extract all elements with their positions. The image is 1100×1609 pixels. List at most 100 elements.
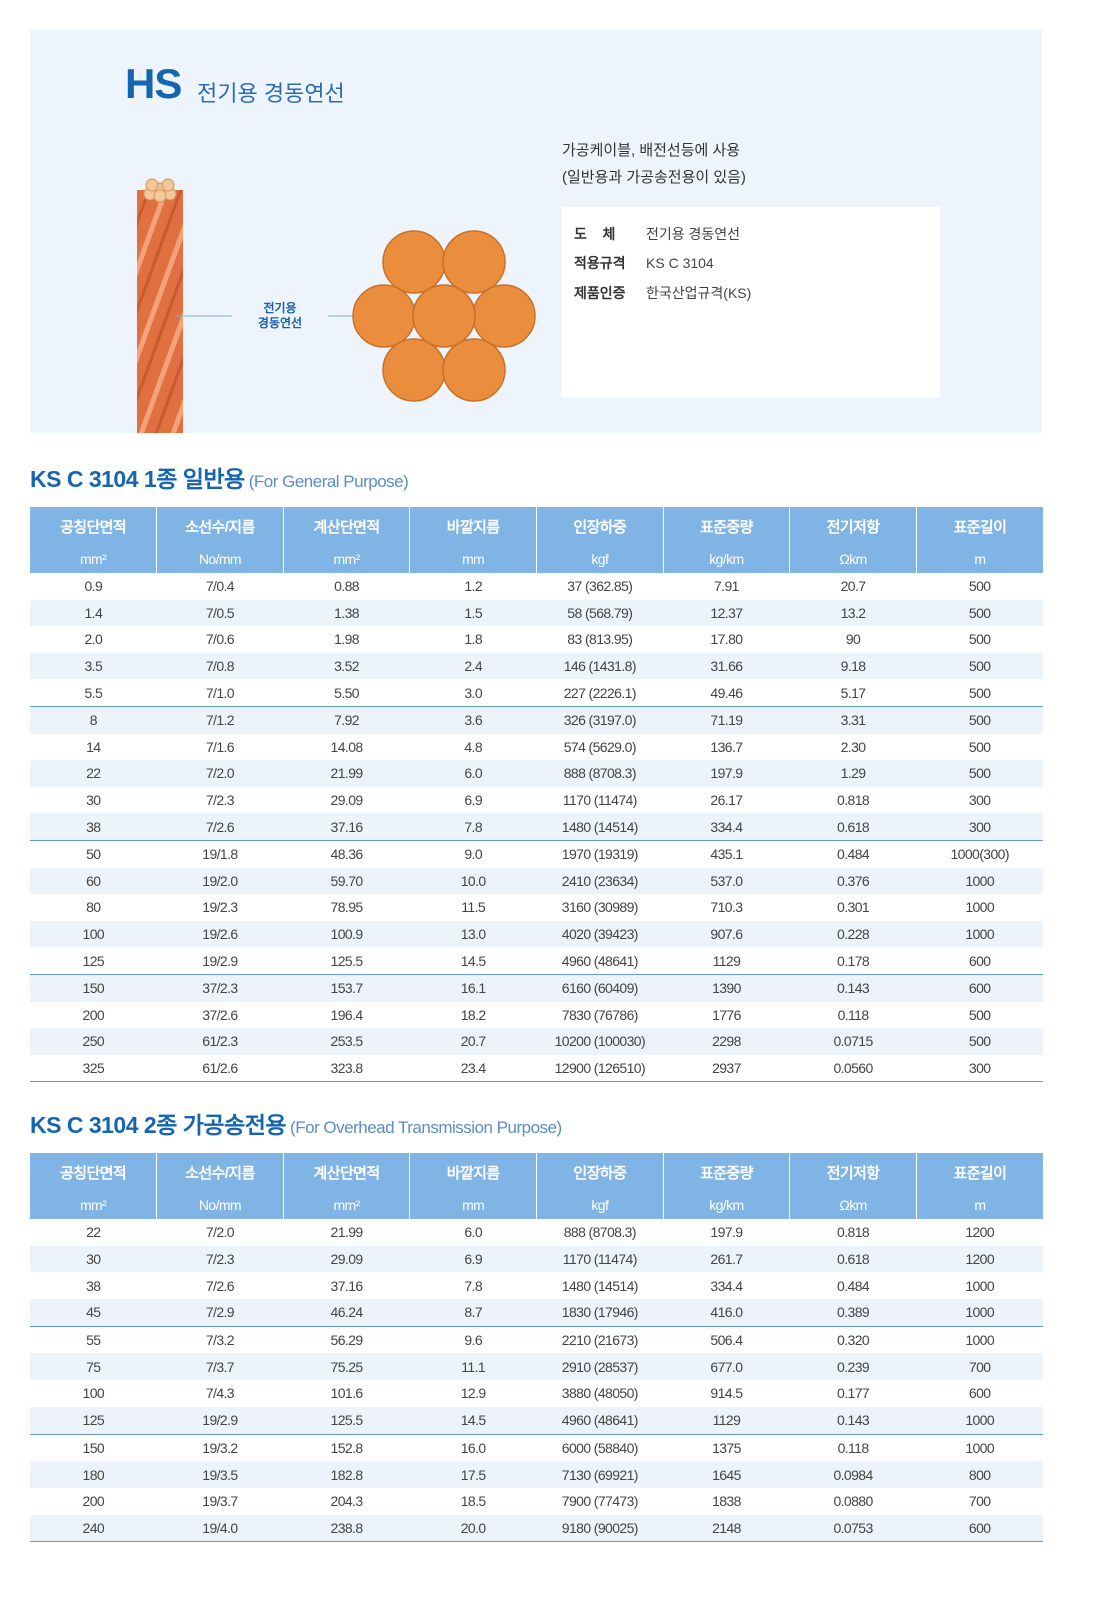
table-cell: 200 xyxy=(82,1493,105,1510)
table-cell: 0.376 xyxy=(789,867,917,895)
header-cell: 바깥지름 xyxy=(409,1153,537,1191)
table-cell: 907.6 xyxy=(663,920,790,948)
table-row: 200 19/3.7 204.3 18.5 7900 (77473) 1838 0.0880… xyxy=(30,1488,1043,1515)
table-cell: 3160 (30989) xyxy=(561,899,639,916)
table-row: 60 19/2.0 59.70 10.0 2410 (23634) 537.0 0.376 1… xyxy=(30,867,1043,895)
table-cell: 1129 xyxy=(663,1406,790,1435)
table-row: 30 7/2.3 29.09 6.9 1170 (11474) 26.17 0.818 300 xyxy=(30,787,1043,814)
table-cell: 1.38 xyxy=(283,599,410,627)
table-cell: 1000 xyxy=(965,1439,995,1456)
table-row: 55 7/3.2 56.29 9.6 2210 (21673) 506.4 0.320 100… xyxy=(30,1326,1043,1353)
table-cell: 204.3 xyxy=(330,1493,364,1510)
table-cell: 11.5 xyxy=(461,899,486,916)
table-cell: 56.29 xyxy=(330,1332,364,1349)
table-cell: 50 xyxy=(86,846,101,863)
table-row: 250 61/2.3 253.5 20.7 10200 (100030) 2298 0.07… xyxy=(30,1028,1043,1055)
table-cell: 100 xyxy=(82,1385,105,1402)
table-cell: 1.98 xyxy=(334,631,359,648)
header-cell: 전기저항 xyxy=(789,507,917,545)
table-cell: 3.6 xyxy=(409,706,537,734)
table-cell: 261.7 xyxy=(663,1245,790,1273)
table-cell: 75.25 xyxy=(283,1353,410,1381)
header-cell: 인장하중 xyxy=(536,507,664,545)
unit-cell: Ωkm xyxy=(789,545,917,573)
table-cell: 7/0.8 xyxy=(156,652,284,680)
table-cell: 0.118 xyxy=(837,1006,870,1023)
table-cell: 37.16 xyxy=(283,813,410,841)
header-cell: 표준길이 xyxy=(915,507,1043,545)
table-cell: 2910 (28537) xyxy=(536,1353,664,1381)
table-cell: 58 (568.79) xyxy=(536,599,664,627)
table-cell: 1000 xyxy=(965,899,995,916)
table-row: 180 19/3.5 182.8 17.5 7130 (69921) 1645 0.0984… xyxy=(30,1461,1043,1488)
table-row: 0.9 7/0.4 0.88 1.2 37 (362.85) 7.91 20.7 500 xyxy=(30,573,1043,600)
table-cell: 0.0560 xyxy=(789,1054,917,1083)
info-row: 제품인증 한국산업규격(KS) xyxy=(574,283,751,303)
table-cell: 23.4 xyxy=(409,1054,537,1083)
table-cell: 9180 (90025) xyxy=(536,1514,664,1543)
table-cell: 227 (2226.1) xyxy=(536,679,664,707)
table-cell: 0.178 xyxy=(789,947,917,975)
table-cell: 26.17 xyxy=(710,792,743,809)
table-cell: 600 xyxy=(916,1514,1043,1543)
table-cell: 38 xyxy=(86,1277,101,1294)
table-cell: 22 xyxy=(86,1224,101,1241)
table-cell: 49.46 xyxy=(663,679,790,707)
table-cell: 240 xyxy=(30,1514,157,1543)
header-cell: 계산단면적 xyxy=(282,507,410,545)
table-cell: 500 xyxy=(916,679,1043,707)
info-value: KS C 3104 xyxy=(646,255,714,271)
table-cell: 7/2.3 xyxy=(205,792,235,809)
table-cell: 0.88 xyxy=(334,578,359,595)
table-cell: 6.9 xyxy=(464,792,483,809)
table-cell: 600 xyxy=(916,947,1043,975)
table-cell: 7/3.2 xyxy=(205,1332,235,1349)
header-cell: 바깥지름 xyxy=(409,507,537,545)
wire-end xyxy=(143,178,177,203)
table-cell: 37 (362.85) xyxy=(567,578,633,595)
table-cell: 500 xyxy=(968,631,991,648)
table-cell: 0.618 xyxy=(789,813,917,841)
table-cell: 5.50 xyxy=(283,679,410,707)
header-cell: 표준중량 xyxy=(662,1153,790,1191)
table-cell: 3.0 xyxy=(409,679,537,707)
table-cell: 8.7 xyxy=(409,1299,537,1327)
info-value: 한국산업규격(KS) xyxy=(646,285,752,301)
unit-cell: kgf xyxy=(536,1191,664,1219)
table-cell: 8 xyxy=(30,706,157,734)
table-cell: 1776 xyxy=(712,1006,741,1023)
table-row: 30 7/2.3 29.09 6.9 1170 (11474) 261.7 0.618 120… xyxy=(30,1245,1043,1273)
table-cell: 37/2.3 xyxy=(156,974,284,1002)
table-cell: 1170 (11474) xyxy=(562,792,638,809)
table-cell: 7.8 xyxy=(409,813,537,841)
table-cell: 17.80 xyxy=(710,631,743,648)
spec-table: 공칭단면적 소선수/지름 계산단면적 바깥지름 인장하중 표준중량 전기저항 표준길이 mm² N… xyxy=(30,1153,1043,1543)
table-cell: 10.0 xyxy=(409,867,537,895)
table-cell: 7/4.3 xyxy=(205,1385,235,1402)
table-cell: 334.4 xyxy=(710,1277,743,1294)
table-cell: 0.618 xyxy=(789,1245,917,1273)
table-cell: 6.9 xyxy=(409,1245,537,1273)
table-cell: 537.0 xyxy=(663,867,790,895)
table-cell: 0.239 xyxy=(789,1353,917,1381)
table-cell: 152.8 xyxy=(330,1439,364,1456)
table-cell: 888 (8708.3) xyxy=(536,760,664,787)
table-row: 38 7/2.6 37.16 7.8 1480 (14514) 334.4 0.618 300 xyxy=(30,813,1043,841)
table-cell: 21.99 xyxy=(330,1224,364,1241)
table-cell: 1200 xyxy=(965,1224,995,1241)
table-cell: 7/1.0 xyxy=(156,679,284,707)
table-row: 100 19/2.6 100.9 13.0 4020 (39423) 907.6 0.228… xyxy=(30,920,1043,948)
info-box: 도 체 전기용 경동연선 적용규격 KS C 3104 제품인증 한국산업규격(KS) xyxy=(562,207,940,398)
table-cell: 14.5 xyxy=(409,947,537,975)
table-cell: 10200 (100030) xyxy=(536,1028,664,1055)
table-cell: 0.484 xyxy=(837,846,870,863)
table-cell: 7/0.4 xyxy=(205,578,235,595)
product-name: 전기용 경동연선 xyxy=(197,81,345,106)
table-cell: 2410 (23634) xyxy=(536,867,664,895)
unit-cell: mm xyxy=(409,1191,537,1219)
table-cell: 253.5 xyxy=(283,1028,410,1055)
table-cell: 21.99 xyxy=(283,760,410,787)
header-cell: 공칭단면적 xyxy=(30,1153,157,1191)
table-cell: 136.7 xyxy=(710,738,743,755)
table-cell: 0.177 xyxy=(837,1385,870,1402)
